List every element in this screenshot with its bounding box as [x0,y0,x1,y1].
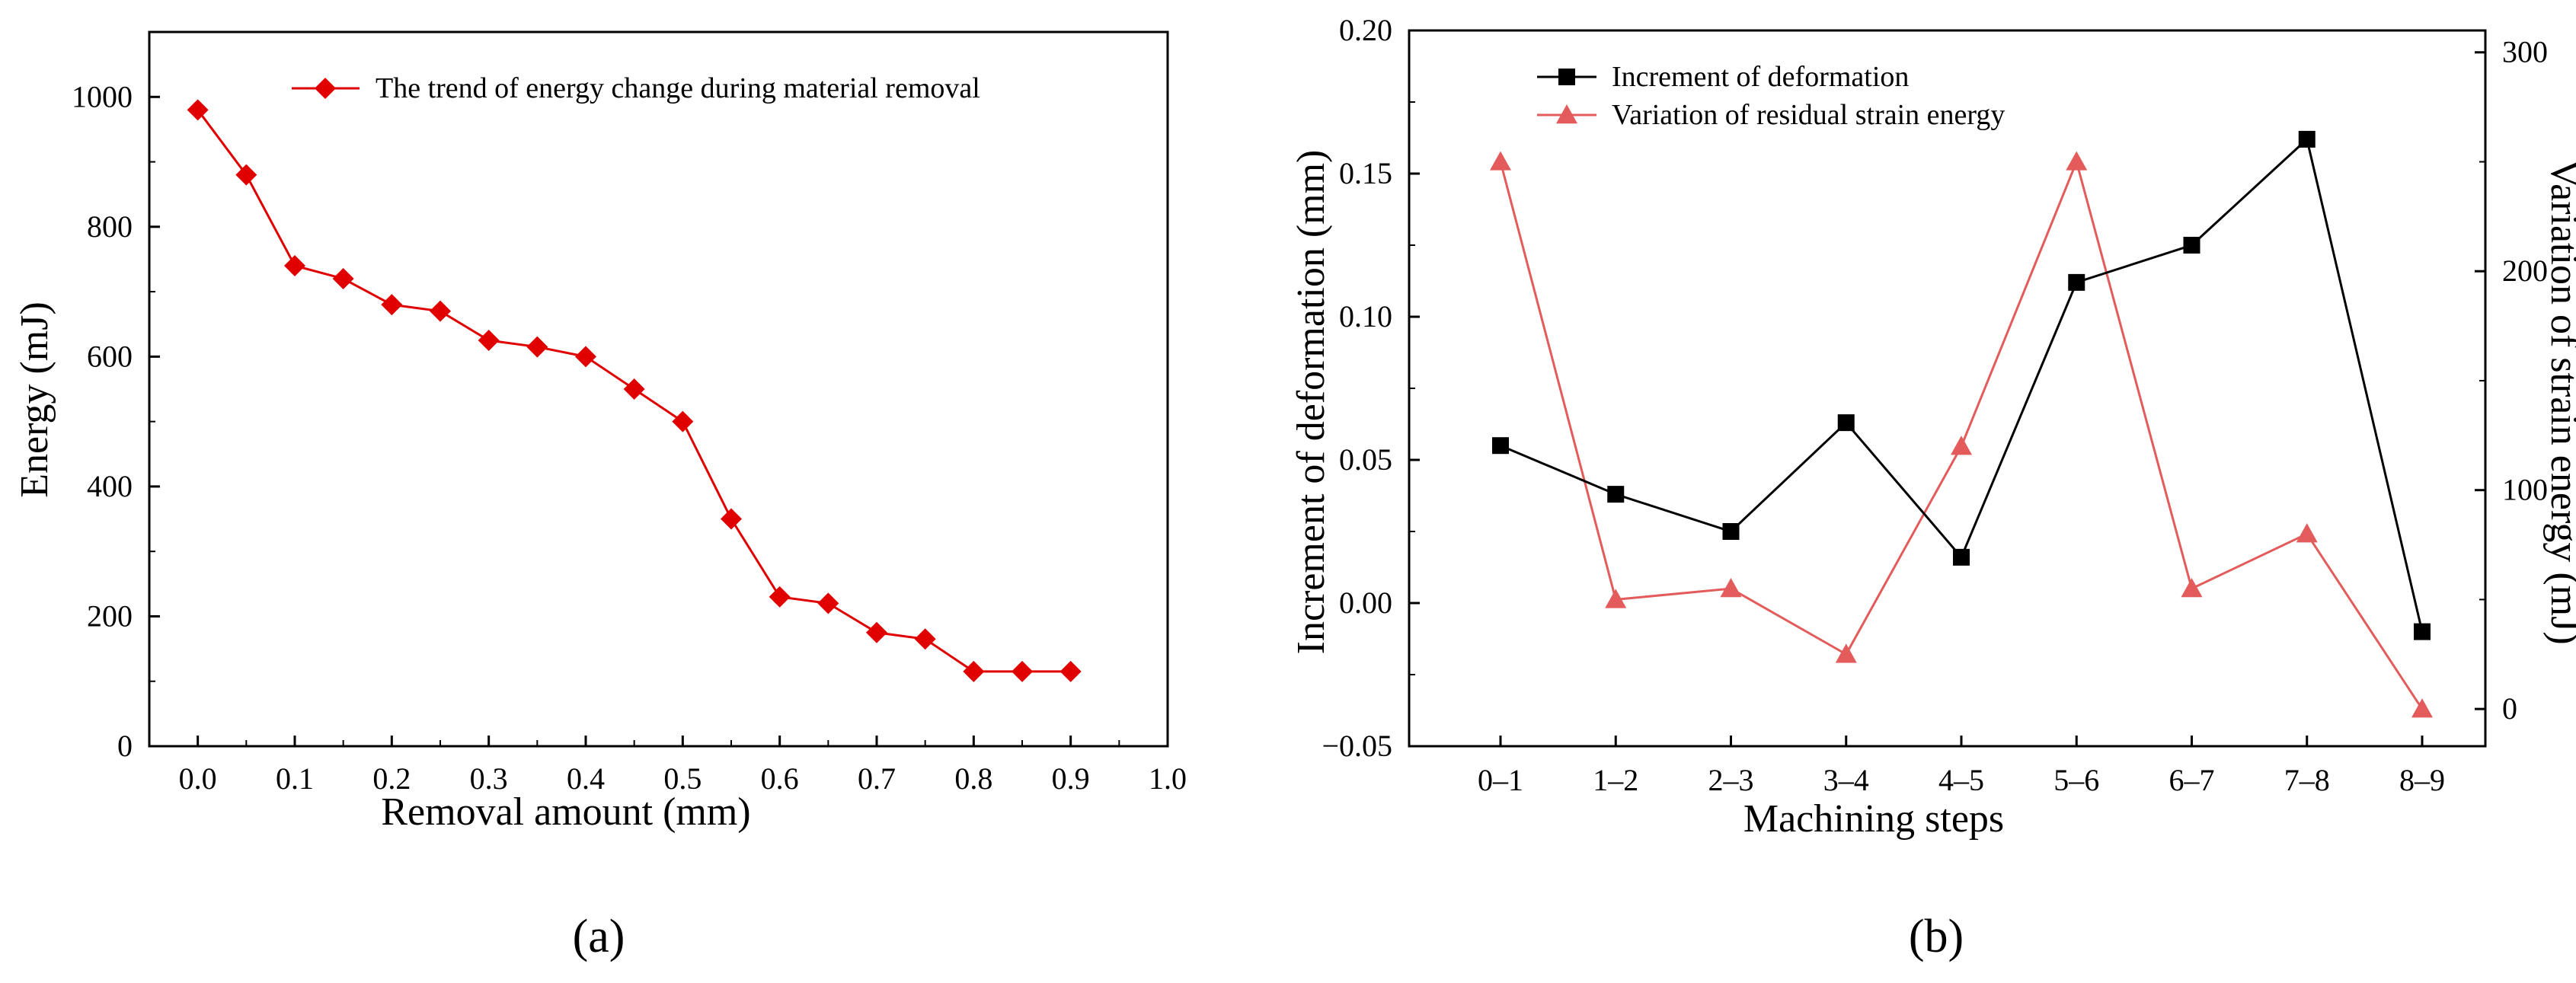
energy-point [963,660,985,682]
energy-point [914,628,936,650]
energy-point [332,268,354,290]
y-tick-label-a: 0 [117,729,133,763]
x-tick-label-a: 0.4 [567,761,605,796]
x-tick-label-a: 0.6 [761,761,799,796]
panel-label-b: (b) [1909,911,1964,962]
energy-point [187,99,209,121]
y-tick-label-b-right: 0 [2502,691,2517,726]
energy-point [721,508,742,530]
x-tick-label-b: 6–7 [2169,763,2215,797]
y-tick-label-b-right: 100 [2502,473,2548,507]
energy-point [623,378,645,400]
energy-point [381,294,403,316]
x-tick-label-b: 5–6 [2053,763,2099,797]
y-tick-label-b-left: 0.20 [1339,13,1392,47]
x-tick-label-b: 7–8 [2284,763,2330,797]
energy-point [526,336,548,358]
y-tick-label-a: 400 [87,469,133,503]
chart-a: The trend of energy change during materi… [13,30,1187,834]
y-tick-label-b-right: 200 [2502,254,2548,288]
y-tick-label-a: 600 [87,339,133,373]
x-tick-label-a: 0.1 [276,761,314,796]
deformation-point [2068,273,2085,291]
x-tick-label-a: 0.5 [663,761,702,796]
energy-point [672,410,694,432]
legend-b-marker-strain [1556,104,1577,124]
energy-point [284,254,305,276]
x-axis-title-a: Removal amount (mm) [381,790,750,834]
x-tick-label-a: 0.0 [179,761,217,796]
energy-point [769,586,791,608]
strain-energy-point [1951,436,1972,455]
deformation-point [1722,523,1740,540]
deformation-point [1607,486,1625,503]
x-tick-label-a: 0.9 [1052,761,1090,796]
x-tick-label-a: 0.8 [954,761,992,796]
panel-label-a: (a) [573,911,625,962]
chart-b: Increment of deformation Variation of re… [1290,13,2576,841]
x-tick-label-a: 1.0 [1149,761,1187,796]
y-tick-label-a: 1000 [72,79,133,113]
y-axis-title-a: Energy (mJ) [13,302,56,498]
energy-point [478,330,500,352]
y-tick-label-b-left: 0.15 [1339,156,1392,190]
legend-b-marker-deformation [1558,69,1575,85]
y-axis-title-b-left: Increment of deformation (mm) [1290,150,1333,655]
x-tick-label-a: 0.2 [372,761,411,796]
strain-energy-point [2181,578,2203,598]
x-tick-label-b: 3–4 [1823,763,1869,797]
y-tick-label-b-left: −0.05 [1322,729,1392,763]
deformation-point [2183,237,2200,254]
deformation-point [2414,623,2431,640]
energy-point [1059,660,1082,682]
strain-energy-point [2296,523,2318,543]
y-tick-label-b-left: 0.10 [1339,299,1392,334]
x-tick-label-b: 0–1 [1478,763,1523,797]
strain-energy-point [2411,698,2433,718]
legend-b-label-strain: Variation of residual strain energy [1612,99,2005,131]
energy-point [430,300,451,322]
strain-energy-point [1605,589,1627,608]
plot-frame-b [1408,29,2487,748]
x-tick-label-b: 4–5 [1938,763,1984,797]
energy-point [235,164,257,186]
strain-energy-point [1490,151,1511,171]
energy-point [575,346,596,368]
legend-a-label: The trend of energy change during materi… [376,72,980,104]
strain-energy-line [1499,158,2424,710]
deformation-point [1837,414,1855,432]
y-tick-label-b-left: 0.00 [1339,586,1392,620]
y-axis-title-b-right: Variation of strain energy (mJ) [2542,159,2576,644]
x-tick-label-b: 2–3 [1708,763,1754,797]
x-tick-label-b: 1–2 [1593,763,1638,797]
deformation-point [1953,548,1970,566]
energy-point [817,592,839,614]
strain-energy-point [1720,578,1742,598]
energy-point [866,621,887,643]
x-tick-label-b: 8–9 [2399,763,2445,797]
y-tick-label-a: 800 [87,209,133,244]
plot-frame-a [148,30,1169,748]
strain-energy-point [2066,151,2088,171]
legend-a-marker [315,78,336,99]
energy-point [1012,660,1033,682]
y-tick-label-b-left: 0.05 [1339,442,1392,477]
y-tick-label-b-right: 300 [2502,35,2548,69]
x-tick-label-a: 0.3 [470,761,508,796]
legend-b-label-deformation: Increment of deformation [1612,61,1909,93]
deformation-point [2298,130,2316,148]
deformation-point [1492,437,1509,455]
y-tick-label-a: 200 [87,598,133,633]
x-tick-label-a: 0.7 [858,761,896,796]
strain-energy-point [1835,643,1857,663]
x-axis-title-b: Machining steps [1743,797,2004,841]
